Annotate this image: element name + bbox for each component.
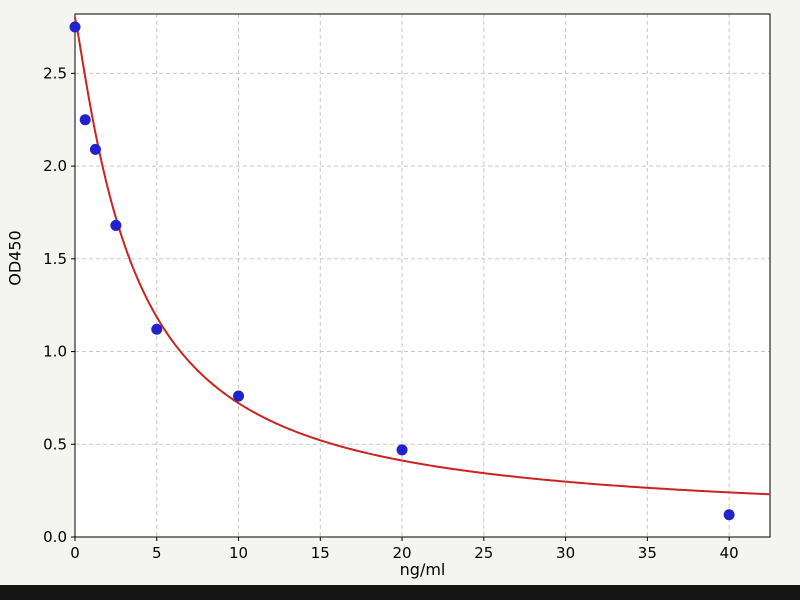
- data-point: [89, 143, 101, 155]
- x-tick-label: 5: [152, 544, 162, 562]
- plot-background: [75, 14, 770, 537]
- data-point: [723, 509, 735, 521]
- x-tick-label: 35: [638, 544, 657, 562]
- x-tick-label: 25: [474, 544, 493, 562]
- x-tick-label: 10: [229, 544, 248, 562]
- data-point: [396, 444, 408, 456]
- y-tick-label: 1.5: [43, 250, 67, 268]
- x-tick-label: 0: [70, 544, 80, 562]
- x-axis-label: ng/ml: [399, 560, 446, 579]
- x-tick-label: 30: [556, 544, 575, 562]
- x-tick-label: 15: [311, 544, 330, 562]
- data-point: [79, 114, 91, 126]
- y-axis-label: OD450: [5, 230, 25, 286]
- y-tick-label: 2.5: [43, 64, 67, 82]
- plot-border: [74, 13, 771, 538]
- data-point: [233, 390, 245, 402]
- bottom-bar: [0, 585, 800, 600]
- x-tick-label: 20: [393, 544, 412, 562]
- chart-svg: 0 5 10 15 20 25 30 35 40 0.0 0.5 1.0 1.5 2.0 2.5: [43, 13, 771, 562]
- y-tick-label: 0.0: [43, 528, 67, 546]
- x-tick-label: 40: [720, 544, 739, 562]
- data-point: [151, 323, 163, 335]
- y-tick-label: 2.0: [43, 157, 67, 175]
- data-point: [110, 219, 122, 231]
- y-tick-label: 1.0: [43, 343, 67, 361]
- fit-curve: [74, 17, 771, 496]
- y-tick-label: 0.5: [43, 435, 67, 453]
- data-point: [69, 21, 81, 33]
